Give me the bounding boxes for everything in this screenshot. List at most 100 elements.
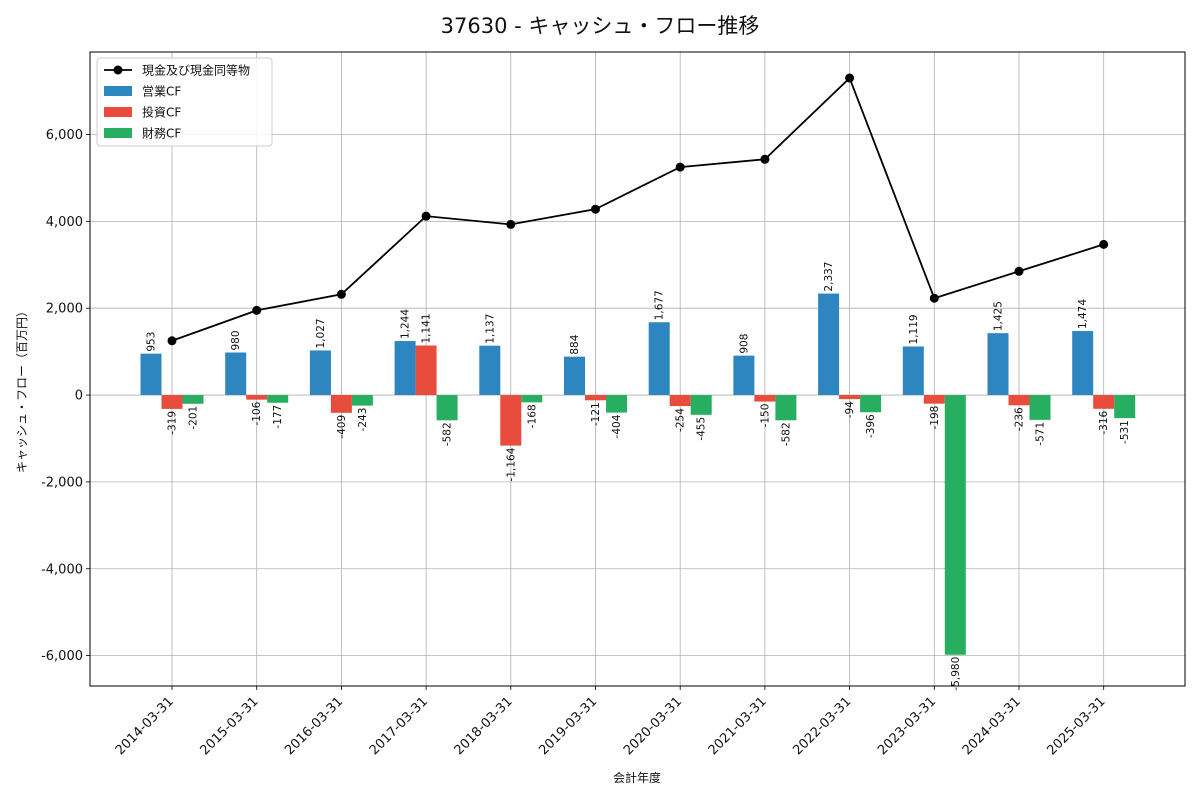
y-axis-title: キャッシュ・フロー（百万円） [15,305,29,473]
investing-cf-bar [161,395,183,409]
legend-swatch-financing [104,128,132,138]
x-tick-label: 2018-03-31 [452,694,516,758]
operating-cf-label: 1,119 [908,314,920,344]
legend-box [96,57,273,147]
financing-cf-label: -201 [188,406,200,430]
cash-balance-point [929,293,939,303]
legend-swatch-investing [104,107,132,117]
financing-cf-label: -404 [611,414,623,438]
investing-cf-label: -121 [590,402,602,426]
operating-cf-label: 1,027 [315,318,327,348]
investing-cf-label: -94 [844,401,856,418]
operating-cf-bar [1072,331,1094,396]
investing-cf-bar [585,395,606,401]
financing-cf-bar [436,395,458,421]
operating-cf-bar [479,345,501,396]
financing-cf-label: -531 [1119,420,1131,444]
x-tick-label: 2015-03-31 [197,694,261,758]
legend-label-investing: 投資CF [142,105,181,120]
x-tick-label: 2019-03-31 [536,694,600,758]
chart-title: 37630 - キャッシュ・フロー推移 [441,14,760,38]
x-tick-label: 2021-03-31 [706,694,770,758]
x-tick-label: 2016-03-31 [282,694,346,758]
financing-cf-label: -582 [780,422,792,446]
financing-cf-bar [182,395,204,404]
cash-balance-point [252,305,262,315]
investing-cf-label: -150 [759,404,771,428]
financing-cf-label: -396 [865,414,877,438]
investing-cf-bar [330,395,352,413]
y-tick-label: -6,000 [41,649,83,664]
operating-cf-bar [648,322,670,396]
plot-frame [89,51,1186,687]
y-tick-label: 4,000 [46,215,83,230]
financing-cf-label: -571 [1035,422,1047,446]
cash-balance-point [1014,266,1024,276]
legend-label-operating: 営業CF [142,85,181,99]
operating-cf-bar [564,356,585,396]
financing-cf-label: -5,980 [950,657,962,691]
x-tick-label: 2014-03-31 [113,694,177,758]
operating-cf-label: 908 [738,334,750,354]
operating-cf-bar [987,333,1009,396]
investing-cf-label: -198 [929,406,941,430]
operating-cf-label: 1,474 [1077,299,1089,329]
legend-label-cash: 現金及び現金同等物 [142,63,250,78]
investing-cf-label: -1,164 [505,447,517,481]
cash-balance-point [675,162,685,172]
operating-cf-label: 1,677 [654,290,666,320]
y-tick-label: -4,000 [41,562,83,577]
cash-balance-point [760,154,770,164]
y-tick-label: 2,000 [46,302,83,317]
x-tick-label: 2025-03-31 [1044,694,1108,758]
x-tick-label: 2020-03-31 [621,694,685,758]
operating-cf-bar [394,341,416,396]
investing-cf-label: -316 [1098,410,1110,434]
operating-cf-bar [733,355,755,396]
cash-balance-point [1099,239,1109,249]
x-tick-label: 2022-03-31 [790,694,854,758]
legend-swatch-operating [104,86,132,96]
financing-cf-bar [1114,395,1136,419]
investing-cf-bar [500,395,522,446]
operating-cf-label: 953 [146,332,158,352]
legend-line-marker [113,65,123,75]
financing-cf-label: -582 [442,422,454,446]
cash-balance-point [421,211,431,221]
cash-balance-line [171,76,1104,342]
investing-cf-label: -319 [167,411,179,435]
financing-cf-bar [860,395,882,413]
label-layer: 953 980 1,027 1,244 1,137 884 1,677 908 2,337 1,1… [146,262,1132,691]
operating-cf-bar [225,352,247,396]
investing-cf-label: -236 [1014,407,1026,431]
y-tick-label: -2,000 [41,475,83,490]
financing-cf-bar [521,395,543,403]
financing-cf-label: -455 [696,417,708,441]
investing-cf-label: 1,141 [421,313,433,343]
x-tick-label: 2017-03-31 [367,694,431,758]
financing-cf-label: -243 [357,408,369,432]
cash-balance-point [336,289,346,299]
financing-cf-bar [775,395,797,421]
cash-balance-point [845,73,855,83]
x-axis-title: 会計年度 [613,770,661,785]
financing-cf-bar [606,395,627,413]
legend-label-financing: 財務CF [142,126,181,141]
financing-cf-label: -168 [526,404,538,428]
financing-cf-bar [351,395,373,406]
x-tick-label: 2023-03-31 [875,694,939,758]
operating-cf-bar [309,350,331,396]
line-layer [167,73,1109,346]
investing-cf-bar [839,395,861,400]
y-tick-label: 0 [75,389,83,404]
investing-cf-bar [923,395,945,404]
cash-balance-point [167,336,177,346]
investing-cf-bar [246,395,268,400]
investing-cf-bar [1008,395,1030,406]
operating-cf-label: 980 [230,330,242,350]
cash-balance-point [591,204,600,214]
financing-cf-bar [944,395,966,655]
financing-cf-bar [1029,395,1051,420]
